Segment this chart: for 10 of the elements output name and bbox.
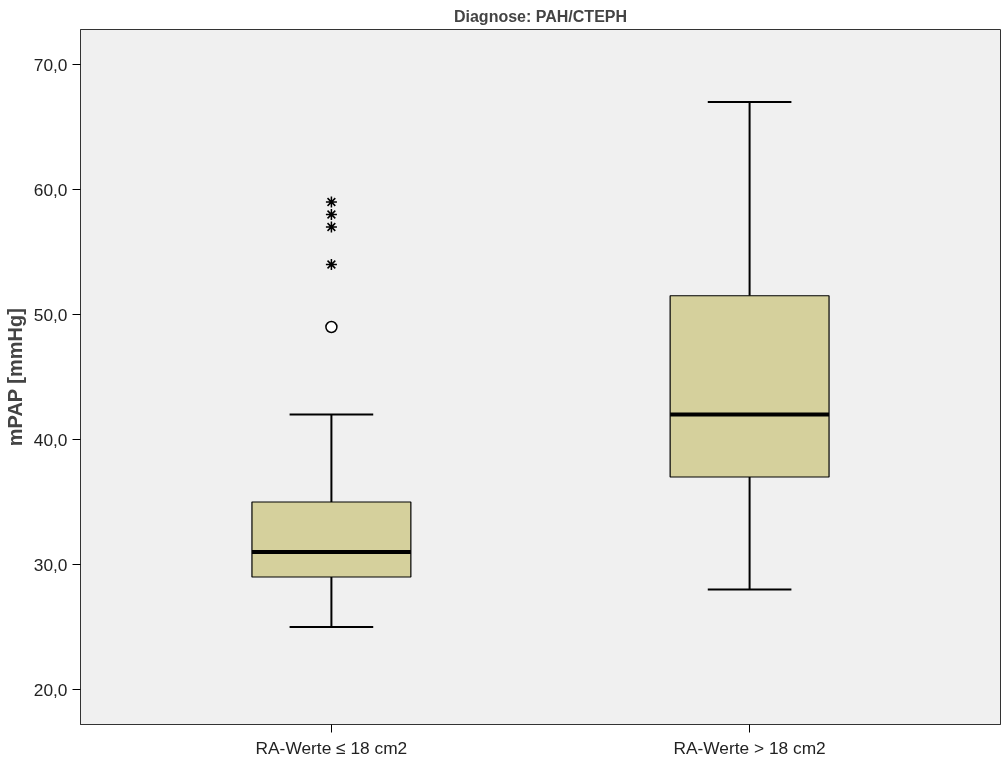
y-tick-label: 30,0 xyxy=(33,554,68,575)
y-tick-label: 20,0 xyxy=(33,679,68,700)
x-tick-label: RA-Werte ≤ 18 cm2 xyxy=(255,737,408,758)
chart-title: Diagnose: PAH/CTEPH xyxy=(453,7,628,25)
y-tick-label: 70,0 xyxy=(33,54,68,75)
y-tick-label: 40,0 xyxy=(33,429,68,450)
y-tick-label: 60,0 xyxy=(33,179,68,200)
y-tick-label: 50,0 xyxy=(33,304,68,325)
x-tick-label: RA-Werte > 18 cm2 xyxy=(673,737,826,758)
y-axis-title: mPAP [mmHg] xyxy=(3,308,26,447)
